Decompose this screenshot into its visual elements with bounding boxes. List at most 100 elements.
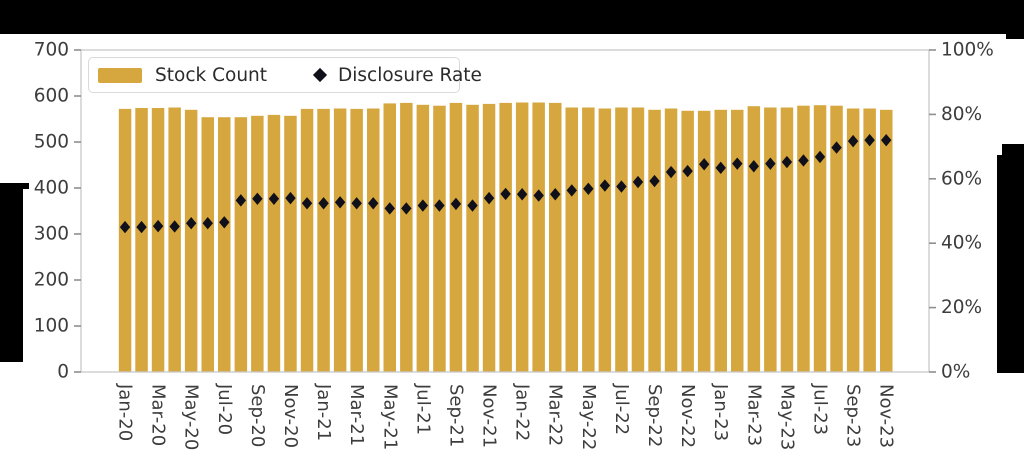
- marker-Jul-22: [616, 180, 627, 193]
- bar-May-20: [183, 108, 199, 373]
- bar-Jul-20: [217, 116, 232, 373]
- marker-May-20: [185, 217, 197, 230]
- x-axis-labels: Jan-20 Mar-20 May-20 Jul-20 Sep-20 Nov-20 Jan-…: [115, 383, 897, 450]
- marker-Nov-22: [682, 164, 693, 178]
- left-tick-label: 500: [34, 132, 69, 153]
- x-tick-label-Jan-23: Jan-23: [710, 383, 731, 441]
- marker-Apr-23: [765, 157, 776, 170]
- bar-Nov-21: [481, 102, 497, 373]
- marker-Dec-20: [301, 197, 313, 210]
- bar-Dec-21: [498, 101, 513, 373]
- bar-Jun-23: [796, 104, 811, 373]
- bar-Dec-22: [696, 109, 712, 373]
- x-tick-label-Nov-22: Nov-22: [677, 384, 698, 448]
- bar-Jun-22: [597, 107, 613, 373]
- bar-Oct-22: [663, 107, 679, 373]
- marker-Aug-23: [831, 141, 842, 154]
- x-tick-label-Jan-21: Jan-21: [313, 383, 334, 441]
- right-tick-label: 60%: [941, 168, 982, 189]
- marker-Mar-23: [748, 160, 760, 173]
- marker-Jan-21: [318, 197, 329, 210]
- x-tick-label-May-23: May-23: [776, 384, 797, 450]
- bar-Nov-22: [680, 109, 695, 373]
- bar-May-21: [382, 102, 397, 373]
- top-right-black-nub: [1006, 34, 1024, 39]
- left-tick-label: 300: [34, 224, 69, 245]
- marker-Oct-23: [864, 133, 875, 147]
- bar-Feb-20: [134, 107, 149, 373]
- x-tick-label-Mar-20: Mar-20: [148, 384, 169, 446]
- bar-Apr-20: [167, 106, 182, 373]
- left-tick-label: 0: [57, 362, 69, 383]
- marker-Feb-21: [334, 196, 346, 209]
- marker-Jan-23: [715, 161, 726, 175]
- marker-Nov-21: [483, 191, 495, 205]
- bar-Jul-23: [812, 104, 828, 373]
- x-tick-label-Jul-23: Jul-23: [810, 383, 831, 435]
- stock-count-bars: [117, 101, 894, 373]
- top-black-band: [0, 0, 1024, 34]
- marker-Aug-22: [632, 175, 644, 189]
- marker-Sep-23: [847, 134, 859, 148]
- x-tick-label-May-21: May-21: [379, 384, 400, 450]
- bar-Oct-20: [266, 113, 282, 373]
- marker-May-22: [583, 182, 594, 195]
- x-tick-label-Jan-22: Jan-22: [512, 383, 533, 441]
- bar-Aug-21: [432, 104, 447, 373]
- stock-count-legend-label: Stock Count: [155, 64, 268, 86]
- bar-Dec-20: [299, 107, 315, 373]
- x-tick-label-Mar-22: Mar-22: [545, 384, 566, 446]
- right-tick-label: 20%: [941, 297, 982, 318]
- bar-Aug-20: [233, 116, 249, 373]
- bar-Oct-23: [862, 107, 877, 373]
- bar-Sep-21: [448, 101, 464, 373]
- marker-Jun-21: [401, 202, 412, 215]
- bar-Apr-23: [763, 106, 778, 373]
- marker-Mar-21: [351, 197, 362, 210]
- left-tick-label: 700: [34, 40, 69, 61]
- bar-Jun-21: [399, 101, 414, 373]
- marker-Oct-20: [268, 192, 280, 205]
- stock-count-swatch: [98, 67, 142, 83]
- bar-Jan-23: [713, 108, 728, 373]
- x-tick-label-Jan-20: Jan-20: [115, 383, 136, 441]
- right-tick-label: 100%: [941, 40, 994, 61]
- bar-Jan-20: [117, 107, 133, 373]
- bar-Feb-22: [531, 101, 546, 373]
- marker-Jul-23: [814, 150, 826, 164]
- right-black-block: [997, 155, 1024, 373]
- x-tick-label-Mar-21: Mar-21: [346, 384, 367, 446]
- marker-Feb-20: [136, 220, 147, 234]
- marker-Sep-22: [649, 174, 660, 188]
- bar-May-22: [581, 106, 596, 373]
- marker-Feb-23: [732, 157, 743, 170]
- right-tick-label: 0%: [941, 362, 970, 383]
- marker-May-21: [384, 202, 395, 215]
- x-tick-label-Sep-20: Sep-20: [247, 384, 268, 447]
- right-tick-label: 40%: [941, 233, 982, 254]
- x-tick-label-Sep-22: Sep-22: [644, 384, 665, 447]
- marker-Feb-22: [533, 189, 544, 202]
- disclosure-rate-diamond-icon: [312, 67, 328, 83]
- left-tick-label: 600: [34, 86, 69, 107]
- bar-Mar-21: [349, 107, 364, 373]
- marker-Aug-21: [434, 199, 445, 212]
- disclosure-rate-legend-label: Disclosure Rate: [338, 64, 482, 86]
- bar-Feb-21: [332, 107, 348, 373]
- bar-Nov-20: [283, 114, 298, 373]
- x-tick-label-May-22: May-22: [578, 384, 599, 450]
- x-tick-label-Nov-21: Nov-21: [479, 384, 500, 448]
- marker-Jun-22: [599, 179, 611, 192]
- x-tick-label-Jul-22: Jul-22: [611, 383, 632, 435]
- marker-Jan-20: [119, 220, 131, 234]
- marker-Apr-21: [368, 197, 379, 210]
- marker-Jun-20: [202, 217, 213, 230]
- left-tick-label: 200: [34, 270, 69, 291]
- marker-May-23: [781, 155, 793, 169]
- bar-Sep-23: [845, 107, 861, 373]
- disclosure-rate-markers: [119, 133, 892, 234]
- marker-Apr-20: [169, 220, 180, 233]
- bar-Oct-21: [465, 103, 480, 373]
